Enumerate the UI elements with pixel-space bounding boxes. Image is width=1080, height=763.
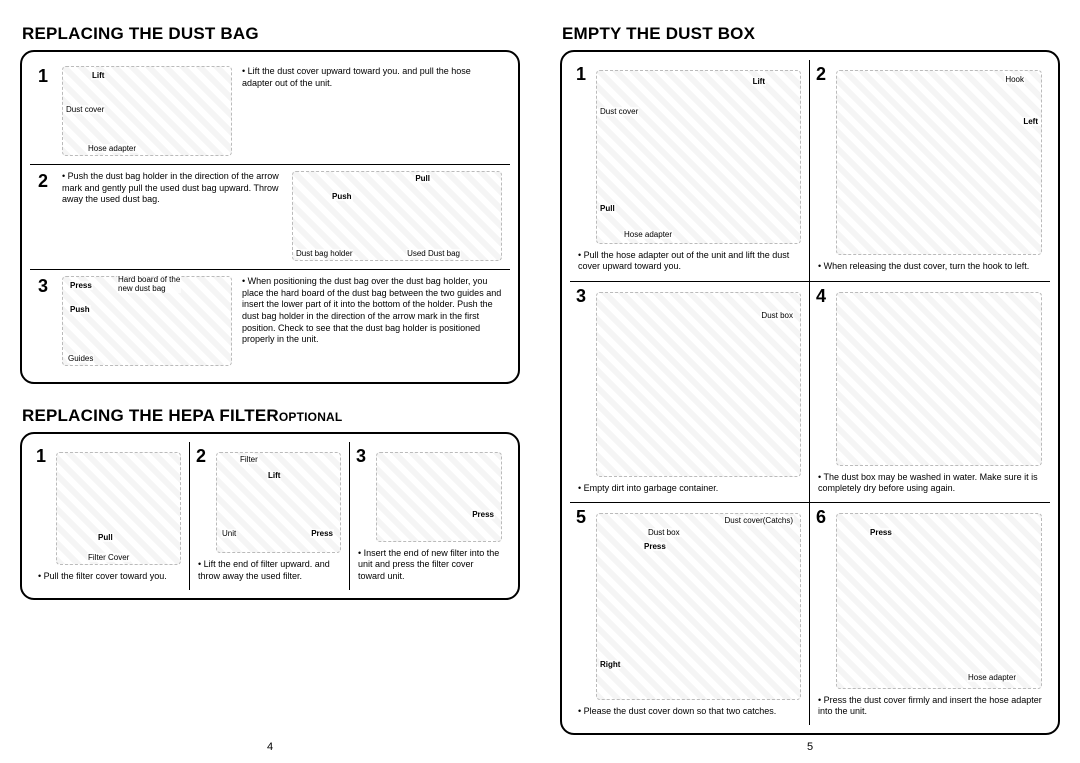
step-number: 2: [38, 171, 48, 261]
label-filter: Filter: [239, 455, 259, 464]
diagram: Hook Left: [836, 70, 1042, 255]
step-number: 5: [576, 507, 586, 528]
diagram: Lift Dust cover Pull Hose adapter: [596, 70, 801, 244]
step-text: Pull the filter cover toward you.: [38, 571, 181, 582]
panel-dustbag: 1 Lift Dust cover Hose adapter Lift the …: [20, 50, 520, 384]
label-holder: Dust bag holder: [295, 249, 353, 258]
label-hose-adapter: Hose adapter: [967, 673, 1017, 682]
label-unit: Unit: [221, 529, 237, 538]
label-press: Press: [471, 510, 495, 519]
diagram: Dust cover(Catchs) Dust box Press Right: [596, 513, 801, 699]
step-number: 1: [576, 64, 586, 85]
step-number: 3: [356, 446, 366, 467]
step-number: 2: [196, 446, 206, 467]
label-dust-cover: Dust cover: [65, 105, 105, 114]
label-filter-cover: Filter Cover: [87, 553, 130, 562]
diagram: Press Hose adapter: [836, 513, 1042, 688]
diagram: Filter Lift Unit Press: [216, 452, 341, 553]
step-text: Lift the dust cover upward toward you. a…: [242, 66, 502, 156]
step-text: When releasing the dust cover, turn the …: [818, 261, 1042, 272]
step-number: 4: [816, 286, 826, 307]
label-push: Push: [69, 305, 91, 314]
step-text: When positioning the dust bag over the d…: [242, 276, 502, 366]
label-pull: Pull: [414, 174, 431, 183]
step-text: Insert the end of new filter into the un…: [358, 548, 502, 582]
label-press: Press: [643, 542, 667, 551]
dustbox-step-4: 4 The dust box may be washed in water. M…: [810, 282, 1050, 504]
label-hook: Hook: [1004, 75, 1025, 84]
hepa-step-2: 2 Filter Lift Unit Press Lift the end of…: [190, 442, 350, 590]
label-hose-adapter: Hose adapter: [623, 230, 673, 239]
step-number: 6: [816, 507, 826, 528]
page-left: REPLACING THE DUST BAG 1 Lift Dust cover…: [20, 18, 520, 753]
label-left: Left: [1022, 117, 1039, 126]
label-push: Push: [331, 192, 353, 201]
step-text: The dust box may be washed in water. Mak…: [818, 472, 1042, 495]
panel-hepa: 1 Pull Filter Cover Pull the filter cove…: [20, 432, 520, 600]
step-text: Push the dust bag holder in the directio…: [62, 171, 282, 261]
step-text: Please the dust cover down so that two c…: [578, 706, 801, 717]
label-used: Used Dust bag: [406, 249, 461, 258]
dustbox-step-1: 1 Lift Dust cover Pull Hose adapter Pull…: [570, 60, 810, 282]
label-dust-box: Dust box: [647, 528, 681, 537]
diagram: [836, 292, 1042, 466]
step-text: Empty dirt into garbage container.: [578, 483, 801, 494]
hepa-step-3: 3 Press Insert the end of new filter int…: [350, 442, 510, 590]
panel-dustbox: 1 Lift Dust cover Pull Hose adapter Pull…: [560, 50, 1060, 735]
dustbox-step-5: 5 Dust cover(Catchs) Dust box Press Righ…: [570, 503, 810, 725]
dustbox-step-2: 2 Hook Left When releasing the dust cove…: [810, 60, 1050, 282]
step-number: 3: [38, 276, 48, 366]
label-pull: Pull: [97, 533, 114, 542]
label-lift: Lift: [267, 471, 281, 480]
step-text: Pull the hose adapter out of the unit an…: [578, 250, 801, 273]
label-hose-adapter: Hose adapter: [87, 144, 137, 153]
title-dustbag: REPLACING THE DUST BAG: [22, 24, 520, 44]
label-hardboard: Hard board of the new dust bag: [117, 275, 181, 293]
diagram: Pull Filter Cover: [56, 452, 181, 565]
label-press: Press: [310, 529, 334, 538]
step-number: 1: [38, 66, 48, 156]
dustbag-step-2: 2 Push the dust bag holder in the direct…: [30, 165, 510, 270]
title-dustbox: EMPTY THE DUST BOX: [562, 24, 1060, 44]
label-dust-box: Dust box: [760, 311, 794, 320]
step-number: 1: [36, 446, 46, 467]
label-pull: Pull: [599, 204, 616, 213]
page-number-left: 4: [20, 741, 520, 753]
step-text: Lift the end of filter upward. and throw…: [198, 559, 341, 582]
step-number: 2: [816, 64, 826, 85]
label-lift: Lift: [752, 77, 766, 86]
diagram: Pull Push Dust bag holder Used Dust bag: [292, 171, 502, 261]
label-press: Press: [869, 528, 893, 537]
diagram: Press Push Hard board of the new dust ba…: [62, 276, 232, 366]
label-guides: Guides: [67, 354, 94, 363]
dustbag-step-3: 3 Press Push Hard board of the new dust …: [30, 270, 510, 374]
label-right: Right: [599, 660, 621, 669]
dustbag-step-1: 1 Lift Dust cover Hose adapter Lift the …: [30, 60, 510, 165]
hepa-step-1: 1 Pull Filter Cover Pull the filter cove…: [30, 442, 190, 590]
label-press: Press: [69, 281, 93, 290]
page-right: EMPTY THE DUST BOX 1 Lift Dust cover Pul…: [560, 18, 1060, 753]
title-hepa: REPLACING THE HEPA FILTEROPTIONAL: [22, 406, 520, 426]
dustbox-step-3: 3 Dust box Empty dirt into garbage conta…: [570, 282, 810, 504]
diagram: Lift Dust cover Hose adapter: [62, 66, 232, 156]
dustbox-step-6: 6 Press Hose adapter Press the dust cove…: [810, 503, 1050, 725]
label-dust-cover-catchs: Dust cover(Catchs): [724, 516, 794, 525]
label-dust-cover: Dust cover: [599, 107, 639, 116]
page-number-right: 5: [560, 741, 1060, 753]
label-lift: Lift: [91, 71, 105, 80]
diagram: Dust box: [596, 292, 801, 477]
diagram: Press: [376, 452, 502, 542]
step-number: 3: [576, 286, 586, 307]
step-text: Press the dust cover firmly and insert t…: [818, 695, 1042, 718]
